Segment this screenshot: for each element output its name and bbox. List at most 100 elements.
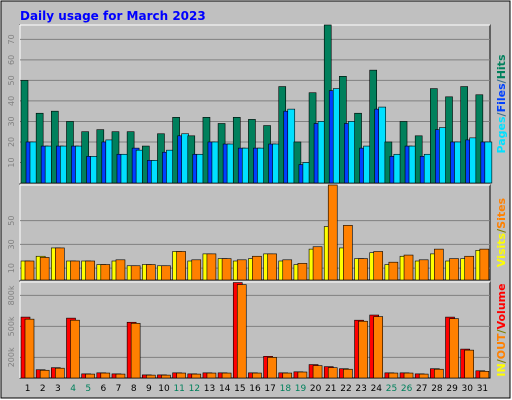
out-bar-day-8 xyxy=(130,322,141,379)
out-bar-day-1 xyxy=(24,318,35,379)
sites-bar-day-31 xyxy=(479,248,490,281)
sites-bar-day-11 xyxy=(176,251,186,281)
day-label-6: 6 xyxy=(101,384,107,394)
y-tick-label: 30 xyxy=(7,239,16,249)
hits-bar-day-30 xyxy=(460,86,468,184)
pages-bar-day-31 xyxy=(484,141,493,184)
axis-label-part: / xyxy=(495,78,508,83)
axis-label-part: Volume xyxy=(495,283,508,329)
hits-files-pages-panel: 10 20 30 40 50 60 70 xyxy=(7,24,493,184)
day-label-10: 10 xyxy=(158,384,170,394)
out-bar-day-16 xyxy=(252,372,262,379)
sites-bar-day-24 xyxy=(373,251,384,281)
out-bar-day-29 xyxy=(449,318,459,379)
out-bar-day-31 xyxy=(479,370,490,379)
day-label-2: 2 xyxy=(40,384,46,394)
sites-bar-day-3 xyxy=(55,247,65,281)
day-label-3: 3 xyxy=(55,384,61,394)
out-bar-day-14 xyxy=(221,372,232,379)
day-label-7: 7 xyxy=(116,384,122,394)
out-bar-day-2 xyxy=(39,369,50,379)
day-label-28: 28 xyxy=(431,384,443,394)
day-axis: 1 2 3 4 5 6 7 8 9 10 11 12 13 14 15 16 17 18 19 20 21 22 23 24 2… xyxy=(25,384,488,394)
out-bar-day-4 xyxy=(70,319,80,379)
out-bar-day-22 xyxy=(343,368,353,379)
sites-bar-day-19 xyxy=(297,263,308,281)
day-label-24: 24 xyxy=(371,384,383,394)
out-bar-day-12 xyxy=(191,373,202,379)
hits-bar-day-1 xyxy=(20,80,29,184)
y-tick-label: 200k xyxy=(7,347,16,367)
out-bar-day-7 xyxy=(115,373,126,379)
day-label-14: 14 xyxy=(219,384,231,394)
day-label-31: 31 xyxy=(477,384,488,394)
y-tick-label: 70 xyxy=(7,34,16,44)
out-bar-day-25 xyxy=(388,372,399,379)
hits-bar-day-29 xyxy=(445,96,453,184)
hits-bar-day-31 xyxy=(475,94,484,184)
day-label-20: 20 xyxy=(310,384,322,394)
sites-visits-axis-label: Visits/Sites xyxy=(495,197,508,267)
out-bar-day-23 xyxy=(358,320,368,379)
sites-bar-day-7 xyxy=(115,259,126,281)
y-tick-label: 800k xyxy=(7,285,16,305)
day-label-1: 1 xyxy=(25,384,31,394)
sites-bar-day-16 xyxy=(252,255,262,281)
volume-axis-label: IN/OUT/Volume xyxy=(495,283,508,376)
sites-bar-day-28 xyxy=(434,248,444,281)
day-label-18: 18 xyxy=(280,384,292,394)
hits-files-pages-axis-label: Pages/Files/Hits xyxy=(495,54,508,153)
axis-label-part: Files xyxy=(495,83,508,113)
sites-bar-day-5 xyxy=(85,260,95,281)
day-label-25: 25 xyxy=(386,384,397,394)
volume-panel: 200k 500k 800k xyxy=(7,281,491,379)
sites-bar-day-13 xyxy=(206,253,217,281)
day-label-8: 8 xyxy=(131,384,137,394)
out-bar-day-17 xyxy=(267,357,277,379)
y-tick-label: 10 xyxy=(7,157,16,167)
out-bar-day-9 xyxy=(145,374,156,379)
y-tick-label: 10 xyxy=(7,263,16,273)
day-label-27: 27 xyxy=(416,384,427,394)
sites-bar-day-18 xyxy=(282,259,293,281)
sites-bar-day-4 xyxy=(70,260,80,281)
sites-bar-day-25 xyxy=(388,261,399,281)
out-bar-day-5 xyxy=(85,373,95,379)
axis-label-part: / xyxy=(495,228,508,233)
hits-bar-day-19 xyxy=(293,141,302,184)
out-bar-day-18 xyxy=(282,372,293,379)
sites-bar-day-26 xyxy=(403,254,414,281)
y-tick-label: 30 xyxy=(7,116,16,126)
day-label-12: 12 xyxy=(189,384,200,394)
axis-label-part: Sites xyxy=(495,197,508,228)
sites-bar-day-17 xyxy=(267,253,277,281)
sites-bar-day-8 xyxy=(130,265,141,281)
axis-label-part: / xyxy=(495,111,508,116)
y-tick-label: 40 xyxy=(7,96,16,106)
axis-label-part: Visits xyxy=(495,232,508,267)
out-bar-day-6 xyxy=(100,372,111,379)
day-label-15: 15 xyxy=(234,384,245,394)
sites-bar-day-9 xyxy=(145,264,156,281)
y-tick-label: 500k xyxy=(7,316,16,336)
day-label-19: 19 xyxy=(295,384,307,394)
sites-bar-day-27 xyxy=(418,259,429,281)
out-bar-day-21 xyxy=(327,367,338,379)
out-bar-day-24 xyxy=(373,316,384,379)
out-bar-day-27 xyxy=(418,373,429,379)
day-label-22: 22 xyxy=(340,384,351,394)
sites-bar-day-30 xyxy=(464,255,474,281)
plot-area xyxy=(19,281,491,379)
day-label-11: 11 xyxy=(173,384,184,394)
out-bar-day-10 xyxy=(161,374,171,379)
sites-bar-day-20 xyxy=(312,246,323,281)
out-bar-day-15 xyxy=(236,284,247,379)
sites-bar-day-22 xyxy=(343,225,353,281)
day-label-29: 29 xyxy=(446,384,458,394)
y-tick-label: 20 xyxy=(7,137,16,147)
out-bar-day-3 xyxy=(55,367,65,379)
sites-bar-day-23 xyxy=(358,258,368,281)
day-label-5: 5 xyxy=(85,384,91,394)
y-tick-label: 60 xyxy=(7,55,16,65)
day-label-16: 16 xyxy=(249,384,261,394)
